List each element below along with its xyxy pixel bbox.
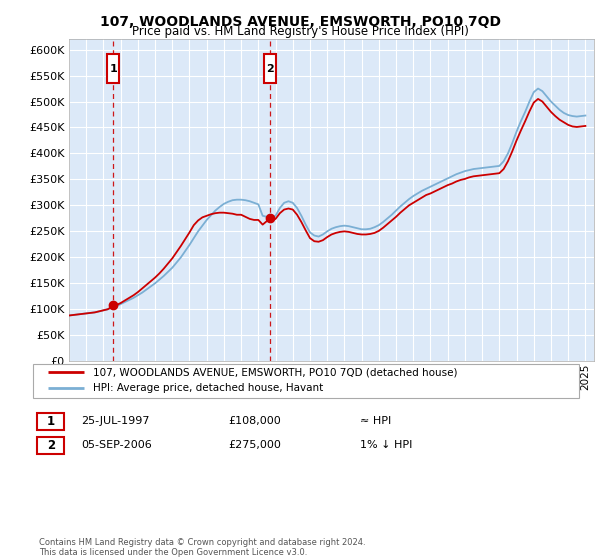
FancyBboxPatch shape xyxy=(107,54,119,83)
Text: 25-JUL-1997: 25-JUL-1997 xyxy=(81,416,149,426)
Text: 1: 1 xyxy=(109,64,117,74)
Text: ≈ HPI: ≈ HPI xyxy=(360,416,391,426)
Text: Price paid vs. HM Land Registry's House Price Index (HPI): Price paid vs. HM Land Registry's House … xyxy=(131,25,469,38)
Text: 107, WOODLANDS AVENUE, EMSWORTH, PO10 7QD: 107, WOODLANDS AVENUE, EMSWORTH, PO10 7Q… xyxy=(100,15,500,29)
FancyBboxPatch shape xyxy=(264,54,276,83)
Text: £275,000: £275,000 xyxy=(228,440,281,450)
Text: 05-SEP-2006: 05-SEP-2006 xyxy=(81,440,152,450)
Text: 107, WOODLANDS AVENUE, EMSWORTH, PO10 7QD (detached house): 107, WOODLANDS AVENUE, EMSWORTH, PO10 7Q… xyxy=(93,367,458,377)
Text: 2: 2 xyxy=(266,64,274,74)
Text: HPI: Average price, detached house, Havant: HPI: Average price, detached house, Hava… xyxy=(93,382,323,393)
Text: 1% ↓ HPI: 1% ↓ HPI xyxy=(360,440,412,450)
Text: 1: 1 xyxy=(47,414,55,428)
Text: Contains HM Land Registry data © Crown copyright and database right 2024.
This d: Contains HM Land Registry data © Crown c… xyxy=(39,538,365,557)
Text: 2: 2 xyxy=(47,438,55,452)
Text: £108,000: £108,000 xyxy=(228,416,281,426)
